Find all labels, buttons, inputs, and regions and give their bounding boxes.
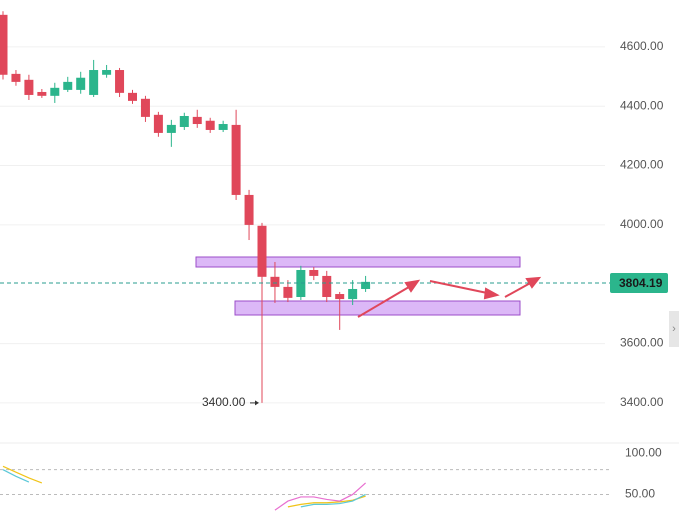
candle-body (231, 124, 241, 195)
side-tab[interactable] (669, 311, 679, 347)
candle-body (205, 120, 215, 130)
indicator-line (2, 469, 366, 508)
candle-body (63, 81, 73, 90)
last-price-label: 3804.19 (619, 276, 663, 290)
candle-body (140, 98, 150, 117)
y-tick-label: 4000.00 (620, 217, 664, 231)
y-tick-label: 4400.00 (620, 98, 664, 112)
candle-body (128, 92, 137, 101)
candle-body (218, 124, 228, 130)
candle-body (257, 225, 267, 277)
candle-body (309, 269, 319, 276)
indicator-line (274, 482, 366, 511)
candle-body (179, 116, 189, 127)
candle-body (76, 77, 86, 90)
candle-body (283, 286, 293, 298)
candle-body (244, 194, 254, 225)
y-tick-label: 3600.00 (620, 336, 664, 350)
indicator-tick-label: 100.00 (625, 445, 662, 459)
candle-body (361, 281, 371, 289)
candle-body (37, 91, 47, 96)
candle-body (11, 73, 21, 82)
candle-body (153, 114, 163, 133)
y-tick-label: 3400.00 (620, 395, 664, 409)
candle-body (166, 124, 176, 133)
annotation-arrowhead (255, 400, 259, 406)
candle-body (89, 70, 99, 95)
y-tick-label: 4200.00 (620, 158, 664, 172)
candle-body (322, 275, 332, 297)
candle-body (0, 14, 8, 75)
indicator-line (2, 465, 366, 508)
support-zone (234, 300, 521, 316)
candle-body (335, 294, 345, 300)
candle-body (24, 79, 34, 95)
indicator-tick-label: 50.00 (625, 487, 655, 501)
candle-body (102, 70, 112, 75)
candle-body (348, 288, 358, 300)
candle-body (50, 87, 60, 96)
plot: 4600.00 4400.00 4200.00 4000.00 3600.00 3400.… (0, 11, 679, 511)
side-tab-icon[interactable]: › (672, 323, 676, 335)
low-annotation: 3400.00 (202, 395, 246, 409)
y-tick-label: 4600.00 (620, 39, 664, 53)
projection-arrows (357, 276, 542, 318)
resistance-zone (195, 256, 521, 268)
candle-body (115, 70, 125, 93)
candle-body (270, 276, 280, 287)
candle-body (296, 269, 306, 297)
last-price-tag (610, 272, 668, 293)
candle-body (192, 116, 202, 125)
